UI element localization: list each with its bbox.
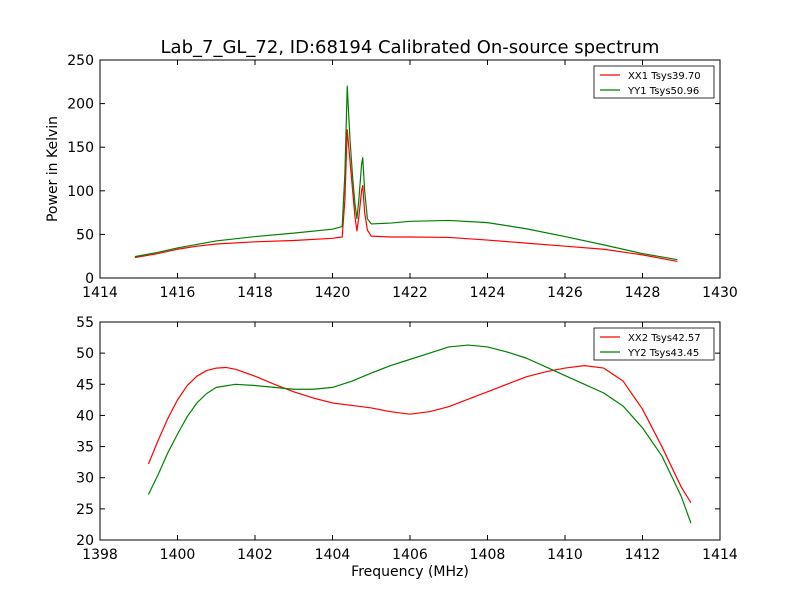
- legend-box: [593, 65, 715, 99]
- y-tick-label: 30: [76, 471, 94, 487]
- y-tick-label: 45: [76, 377, 94, 393]
- x-tick-label: 1422: [392, 285, 428, 301]
- legend-entry: XX1 Tsys39.70: [628, 71, 701, 82]
- x-tick-label: 1398: [82, 547, 118, 563]
- x-tick-label: 1410: [547, 547, 583, 563]
- x-tick-label: 1406: [392, 547, 428, 563]
- bottom-plot: 1398 1400 1402 1404 1406 1408 1410 1412 1414 20 25…: [76, 315, 738, 580]
- y-tick-label: 50: [76, 227, 94, 243]
- legend: XX2 Tsys42.57 YY2 Tsys43.45: [593, 327, 715, 361]
- x-tick-label: 1424: [470, 285, 506, 301]
- series-line-1: [147, 365, 692, 503]
- y-tick-label: 35: [76, 440, 94, 456]
- y-tick-label: 250: [67, 53, 94, 69]
- x-tick-label: 1414: [82, 285, 118, 301]
- x-tick-label: 1402: [237, 547, 273, 563]
- x-tick-label: 1428: [625, 285, 661, 301]
- legend: XX1 Tsys39.70 YY1 Tsys50.96: [593, 65, 715, 99]
- x-tick-label: 1400: [160, 547, 196, 563]
- series-line-1: [134, 129, 678, 263]
- x-axis-label: Frequency (MHz): [351, 564, 469, 580]
- y-tick-label: 200: [67, 97, 94, 113]
- x-tick-label: 1412: [625, 547, 661, 563]
- y-tick-label: 50: [76, 346, 94, 362]
- x-tick-label: 1420: [315, 285, 351, 301]
- x-tick-label: 1430: [702, 285, 738, 301]
- x-tick-label: 1426: [547, 285, 583, 301]
- top-plot: 1414 1416 1418 1420 1422 1424 1426 1428 1430 0 50 1…: [45, 53, 738, 301]
- y-tick-label: 0: [85, 271, 94, 287]
- y-axis-label: Power in Kelvin: [45, 116, 61, 222]
- y-tick-label: 55: [76, 315, 94, 331]
- legend-entry: XX2 Tsys42.57: [628, 333, 701, 344]
- series-line-2: [134, 85, 678, 261]
- legend-entry: YY2 Tsys43.45: [627, 348, 699, 359]
- y-tick-label: 150: [67, 140, 94, 156]
- y-tick-label: 40: [76, 408, 94, 424]
- x-tick-label: 1418: [237, 285, 273, 301]
- y-tick-label: 25: [76, 502, 94, 518]
- legend-box: [593, 327, 715, 361]
- y-tick-label: 100: [67, 184, 94, 200]
- series-line-2: [147, 344, 692, 524]
- x-tick-label: 1414: [702, 547, 738, 563]
- y-tick-label: 20: [76, 533, 94, 549]
- legend-entry: YY1 Tsys50.96: [627, 86, 699, 97]
- figure-title: Lab_7_GL_72, ID:68194 Calibrated On-sour…: [161, 37, 660, 58]
- x-tick-label: 1404: [315, 547, 351, 563]
- x-tick-label: 1416: [160, 285, 196, 301]
- x-tick-label: 1408: [470, 547, 506, 563]
